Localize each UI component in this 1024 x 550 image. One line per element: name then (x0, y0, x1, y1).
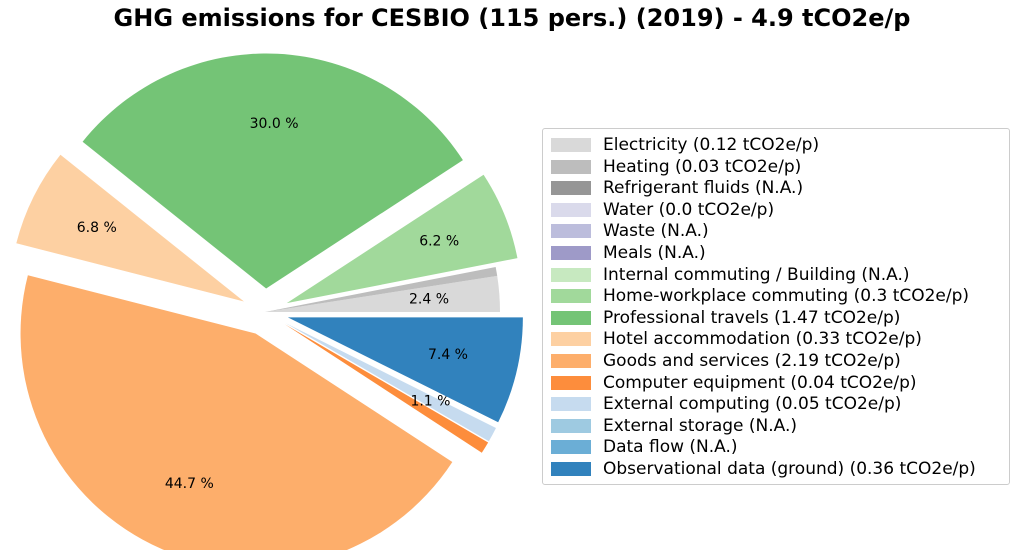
pie-slice-percent-label: 6.2 % (419, 233, 459, 249)
chart-title: GHG emissions for CESBIO (115 pers.) (20… (113, 4, 911, 32)
legend-swatch (551, 310, 591, 325)
legend-swatch (551, 246, 591, 260)
legend-item: External storage (N.A.) (551, 416, 797, 436)
legend-item: Refrigerant fluids (N.A.) (551, 178, 803, 198)
legend-item: Waste (N.A.) (551, 221, 709, 241)
legend-swatch (551, 224, 591, 239)
pie-slice (287, 317, 523, 423)
pie-slice-percent-label: 7.4 % (428, 347, 468, 363)
legend-item: Professional travels (1.47 tCO2e/p) (551, 308, 900, 328)
legend-label: Meals (N.A.) (603, 243, 706, 263)
legend-label: External storage (N.A.) (603, 415, 798, 436)
legend-label: Heating (0.03 tCO2e/p) (603, 156, 802, 177)
legend-swatch (551, 289, 591, 304)
legend-swatch (551, 418, 591, 433)
legend-swatch (551, 202, 591, 217)
legend-label: Electricity (0.12 tCO2e/p) (603, 135, 820, 155)
pie-slice-percent-label: 30.0 % (250, 116, 299, 132)
pie-slice-percent-label: 6.8 % (77, 220, 117, 236)
pie-slice (286, 174, 518, 304)
legend-item: Meals (N.A.) (551, 243, 706, 263)
pie-slice-percent-label: 1.1 % (410, 393, 450, 409)
legend-swatch (551, 332, 591, 347)
legend-label: Professional travels (1.47 tCO2e/p) (603, 307, 901, 328)
legend-swatch (551, 440, 591, 455)
legend-label: Goods and services (2.19 tCO2e/p) (603, 351, 901, 371)
legend-swatch (551, 375, 591, 390)
legend-label: Data flow (N.A.) (603, 437, 738, 458)
pie-slice (20, 275, 453, 550)
legend-swatch (551, 138, 591, 152)
legend-item: Internal commuting / Building (N.A.) (551, 265, 910, 285)
pie-slice-percent-label: 44.7 % (165, 476, 214, 492)
pie-slice-percent-label: 2.4 % (409, 291, 449, 307)
legend-label: Waste (N.A.) (603, 221, 709, 242)
legend-swatch (551, 397, 591, 412)
legend-swatch (551, 159, 591, 174)
pie-slice (82, 53, 463, 289)
legend-item: Data flow (N.A.) (551, 437, 738, 457)
legend-label: Water (0.0 tCO2e/p) (603, 199, 775, 220)
legend-item: Observational data (ground) (0.36 tCO2e/… (551, 459, 976, 479)
legend-label: External computing (0.05 tCO2e/p) (603, 394, 902, 415)
legend-label: Internal commuting / Building (N.A.) (603, 264, 910, 285)
legend-label: Refrigerant fluids (N.A.) (603, 178, 804, 199)
pie-slice (285, 324, 489, 453)
pie-slice (265, 275, 500, 312)
pie-slice (265, 266, 498, 312)
legend-item: Electricity (0.12 tCO2e/p) (551, 135, 819, 155)
legend-item: External computing (0.05 tCO2e/p) (551, 394, 901, 414)
legend-item: Computer equipment (0.04 tCO2e/p) (551, 373, 917, 393)
legend-label: Home-workplace commuting (0.3 tCO2e/p) (603, 286, 970, 307)
pie-slice (285, 323, 496, 442)
legend-label: Observational data (ground) (0.36 tCO2e/… (603, 459, 976, 479)
chart-legend: Electricity (0.12 tCO2e/p) Heating (0.03 … (542, 128, 1010, 485)
legend-label: Hotel accommodation (0.33 tCO2e/p) (603, 329, 922, 350)
legend-label: Computer equipment (0.04 tCO2e/p) (603, 372, 917, 393)
legend-item: Water (0.0 tCO2e/p) (551, 200, 774, 220)
pie-slice (16, 154, 244, 302)
legend-swatch (551, 181, 591, 196)
legend-item: Heating (0.03 tCO2e/p) (551, 157, 801, 177)
legend-swatch (551, 462, 591, 476)
legend-item: Hotel accommodation (0.33 tCO2e/p) (551, 329, 922, 349)
legend-item: Home-workplace commuting (0.3 tCO2e/p) (551, 286, 969, 306)
legend-swatch (551, 354, 591, 368)
legend-item: Goods and services (2.19 tCO2e/p) (551, 351, 901, 371)
legend-swatch (551, 267, 591, 282)
